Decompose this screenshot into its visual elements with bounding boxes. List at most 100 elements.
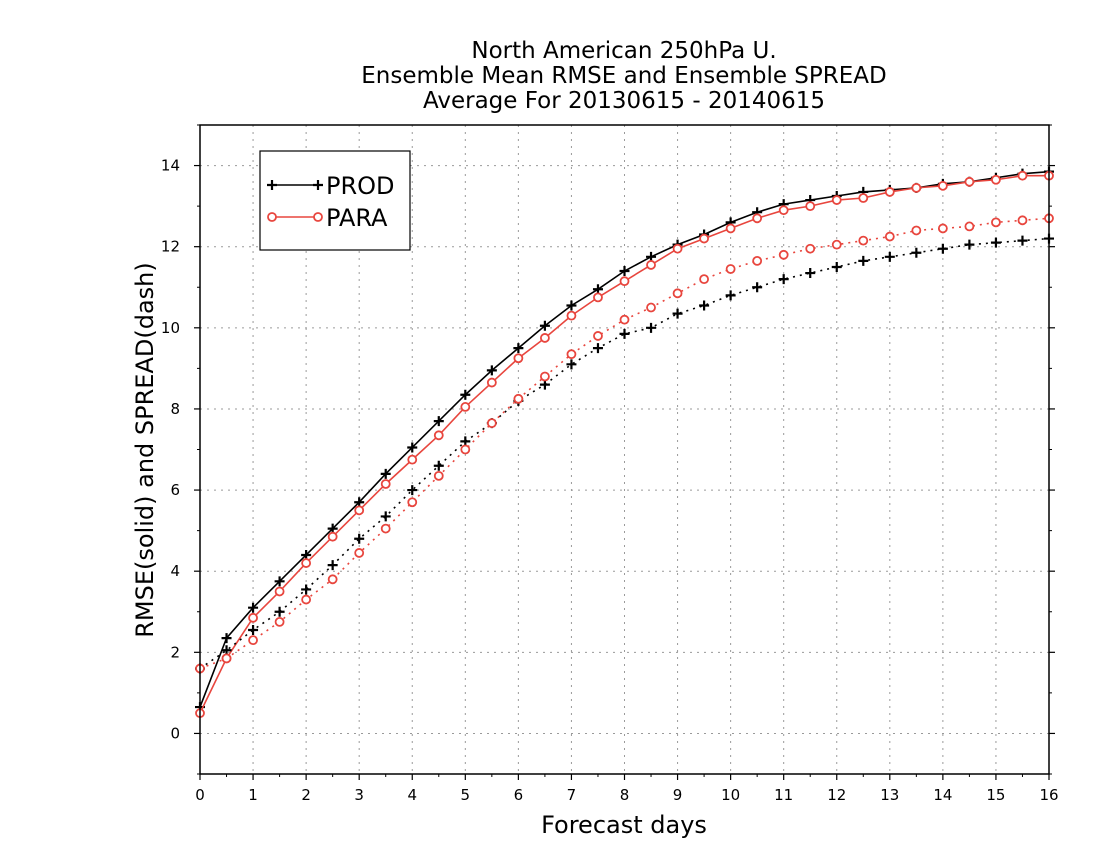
y-tick-label: 4 <box>170 562 180 580</box>
legend-box <box>259 150 411 251</box>
data-point-prod-spread <box>699 300 710 311</box>
data-point-prod-spread <box>964 239 975 250</box>
legend-item-para: PARA <box>267 204 388 232</box>
y-tick-label: 12 <box>161 238 180 256</box>
title-line-3: Average For 20130615 - 20140615 <box>423 88 825 114</box>
x-tick-label: 9 <box>673 786 683 804</box>
data-point-para-spread <box>274 616 285 627</box>
data-point-prod-spread <box>380 511 391 522</box>
x-tick-label: 13 <box>880 786 899 804</box>
data-point-para-rmse <box>937 180 948 191</box>
x-axis-label: Forecast days <box>541 811 707 839</box>
data-point-prod-rmse <box>486 365 497 376</box>
data-point-prod-spread <box>248 625 259 636</box>
legend-marker <box>267 180 277 190</box>
x-tick-label: 6 <box>514 786 524 804</box>
x-tick-label: 11 <box>774 786 793 804</box>
data-point-para-rmse <box>964 176 975 187</box>
data-point-para-spread <box>964 221 975 232</box>
x-tick-label: 7 <box>567 786 577 804</box>
y-tick-label: 2 <box>170 643 180 661</box>
legend: PROD PARA <box>259 150 411 251</box>
data-point-para-spread <box>725 264 736 274</box>
x-tick-label: 3 <box>354 786 364 804</box>
data-point-para-rmse <box>566 310 577 321</box>
data-point-prod-rmse <box>539 320 550 331</box>
data-point-para-spread <box>327 574 338 585</box>
data-point-para-spread <box>354 548 365 558</box>
legend-marker <box>313 180 323 190</box>
data-point-para-spread <box>672 288 683 299</box>
data-point-para-spread <box>593 331 603 341</box>
data-point-para-spread <box>831 239 842 250</box>
y-tick-label: 0 <box>170 724 180 742</box>
data-point-para-spread <box>513 393 524 404</box>
data-point-para-spread <box>221 653 232 664</box>
data-point-para-spread <box>380 523 391 534</box>
data-point-prod-rmse <box>460 389 471 400</box>
data-point-para-rmse <box>646 260 656 270</box>
data-point-para-rmse <box>911 182 922 193</box>
data-point-para-spread <box>566 349 577 360</box>
data-point-para-rmse <box>433 430 444 441</box>
data-point-para-spread <box>646 302 656 313</box>
data-point-para-spread <box>752 255 763 266</box>
data-point-prod-rmse <box>566 300 577 311</box>
data-point-prod-spread <box>911 247 922 258</box>
title-line-1: North American 250hPa U. <box>471 38 776 64</box>
data-point-para-rmse <box>831 195 842 205</box>
data-point-prod-spread <box>619 328 630 339</box>
data-point-para-rmse <box>327 531 338 542</box>
data-point-para-spread <box>433 470 444 481</box>
data-point-para-spread <box>1017 215 1028 226</box>
data-point-para-spread <box>778 249 789 260</box>
data-point-para-spread <box>460 444 471 455</box>
data-point-para-spread <box>884 231 895 242</box>
data-point-para-rmse <box>778 205 789 216</box>
data-point-para-rmse <box>540 333 550 343</box>
data-point-para-rmse <box>725 223 736 234</box>
data-point-para-rmse <box>301 558 312 568</box>
data-point-prod-spread <box>1017 235 1028 246</box>
data-point-para-rmse <box>593 292 603 303</box>
data-point-para-rmse <box>486 377 497 388</box>
data-point-para-spread <box>991 217 1001 228</box>
y-tick-label: 10 <box>161 319 180 337</box>
data-point-prod-spread <box>752 282 763 293</box>
data-point-prod-spread <box>937 243 948 254</box>
data-point-para-rmse <box>248 612 258 623</box>
data-point-prod-rmse <box>619 266 630 277</box>
x-tick-label: 0 <box>195 786 205 804</box>
series-line-prod-spread <box>199 237 1050 670</box>
data-point-para-rmse <box>752 213 763 224</box>
data-point-para-spread <box>540 371 550 382</box>
x-tick-label: 10 <box>721 786 740 804</box>
data-point-para-rmse <box>407 454 418 465</box>
data-point-prod-rmse <box>513 343 524 354</box>
data-point-prod-rmse <box>433 416 444 427</box>
legend-marker <box>267 212 277 222</box>
data-point-para-spread <box>248 635 258 646</box>
x-tick-label: 5 <box>461 786 471 804</box>
series-line-para-rmse <box>199 174 1049 714</box>
data-point-para-spread <box>937 223 948 234</box>
data-point-para-spread <box>699 274 709 285</box>
x-tick-label: 14 <box>933 786 952 804</box>
data-point-para-rmse <box>380 479 391 489</box>
data-point-para-rmse <box>513 353 524 364</box>
legend-label: PROD <box>326 172 395 200</box>
data-point-prod-spread <box>433 460 444 471</box>
data-point-para-spread <box>911 225 922 236</box>
data-point-prod-spread <box>778 274 789 285</box>
data-point-para-rmse <box>672 243 683 254</box>
data-point-prod-spread <box>274 606 285 617</box>
data-point-prod-rmse <box>221 633 232 644</box>
y-tick-label: 14 <box>161 157 180 175</box>
chart-title: North American 250hPa U. Ensemble Mean R… <box>361 38 886 114</box>
legend-item-prod: PROD <box>267 172 395 200</box>
y-tick-label: 8 <box>170 400 180 418</box>
y-tick-label: 6 <box>170 481 180 499</box>
data-point-para-spread <box>407 497 418 508</box>
